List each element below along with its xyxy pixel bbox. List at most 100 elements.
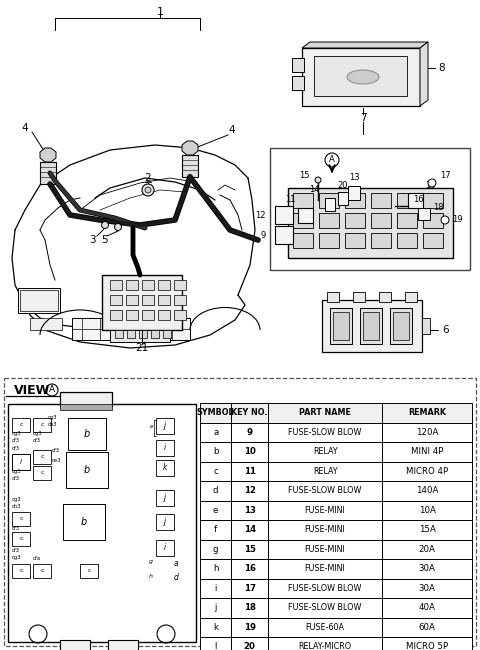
Bar [151,330,159,338]
Bar [60,640,90,650]
Text: 10: 10 [244,447,255,456]
Bar [126,280,138,290]
Bar [200,618,231,637]
Text: cg3: cg3 [12,556,22,560]
Text: 6: 6 [443,325,449,335]
Bar [360,308,382,344]
Bar [353,292,365,302]
Bar [231,500,268,520]
Bar [268,559,382,578]
Circle shape [428,179,436,187]
Text: f: f [214,525,217,534]
Bar [33,418,51,432]
Bar [382,618,472,637]
Bar [293,213,313,228]
Text: i: i [164,543,166,552]
Text: 11: 11 [285,196,295,205]
Circle shape [101,222,108,229]
Text: c: c [19,569,23,573]
Text: c: c [213,467,218,476]
Text: ch3: ch3 [48,422,58,428]
Bar [200,442,231,462]
Text: j: j [164,517,166,526]
Text: A: A [49,385,55,395]
Text: 17: 17 [440,172,451,181]
Text: l: l [20,459,22,465]
Text: k: k [213,623,218,632]
Bar [110,310,122,320]
Text: 10A: 10A [419,506,435,515]
Bar [200,462,231,481]
Bar [142,280,154,290]
Bar [158,310,170,320]
Bar [139,330,147,338]
Bar [33,564,51,578]
Text: i: i [164,443,166,452]
Bar [60,404,112,410]
Text: c: c [40,471,44,476]
Bar [231,598,268,618]
Text: ch3: ch3 [12,504,22,510]
Text: b: b [84,429,90,439]
Bar [110,280,122,290]
Text: cg3: cg3 [12,497,22,502]
Text: 20A: 20A [419,545,435,554]
Bar [174,310,186,320]
Text: c: c [19,517,23,521]
Circle shape [315,177,321,183]
Bar [200,500,231,520]
Bar [327,292,339,302]
Bar [40,162,56,184]
Bar [80,564,98,578]
Text: k: k [163,463,167,473]
Text: FUSE-MINI: FUSE-MINI [305,564,346,573]
Bar [12,512,30,526]
Text: RELAY: RELAY [313,467,337,476]
Polygon shape [40,148,56,162]
Bar [200,637,231,650]
Text: cf3: cf3 [12,549,20,554]
Bar [393,312,409,340]
Text: cf3: cf3 [12,439,20,443]
Text: a: a [213,428,218,437]
Bar [163,330,171,338]
Polygon shape [420,42,428,106]
Bar [268,540,382,559]
Text: 18: 18 [433,203,444,213]
Text: RELAY: RELAY [313,447,337,456]
Text: 19: 19 [244,623,256,632]
Text: 9: 9 [247,428,252,437]
Polygon shape [182,141,198,155]
Bar [268,442,382,462]
Bar [319,213,339,228]
Text: 13: 13 [348,174,360,183]
Bar [293,233,313,248]
Bar [231,422,268,442]
Text: 30A: 30A [419,584,435,593]
Bar [268,481,382,500]
Text: 120A: 120A [416,428,438,437]
Bar [371,213,391,228]
Bar [68,418,106,450]
Bar [127,330,135,338]
Text: cg3: cg3 [12,432,22,437]
Bar [12,564,30,578]
Bar [200,520,231,540]
Text: 19: 19 [452,216,463,224]
Text: c: c [40,569,44,573]
Text: 13: 13 [244,506,256,515]
Bar [158,280,170,290]
Bar [231,403,268,422]
Bar [231,559,268,578]
Text: 20: 20 [338,181,348,190]
Text: FUSE-SLOW BLOW: FUSE-SLOW BLOW [288,428,362,437]
Bar [382,578,472,598]
Text: 16: 16 [244,564,256,573]
Bar [302,48,420,106]
Text: j: j [215,603,217,612]
Bar [200,578,231,598]
Bar [156,460,174,476]
Text: 18: 18 [244,603,256,612]
Bar [63,504,105,540]
Text: d: d [174,573,179,582]
